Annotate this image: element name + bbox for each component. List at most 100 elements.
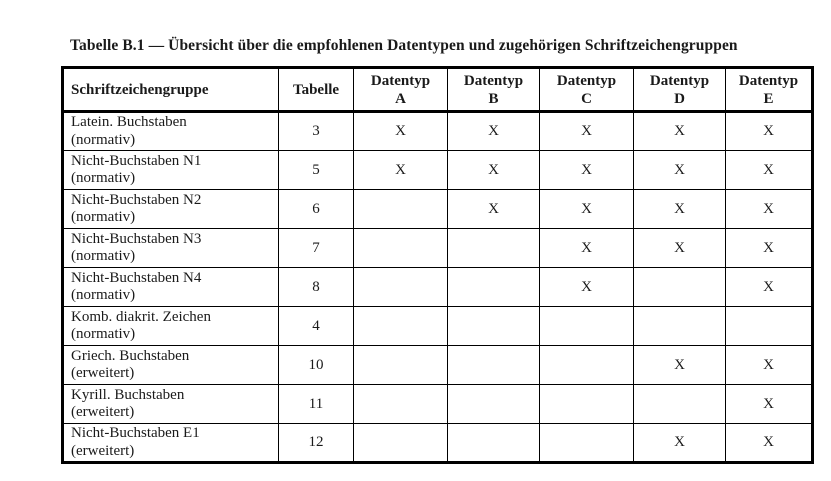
mark-cell-datentyp-c: X bbox=[539, 150, 634, 190]
mark-cell-datentyp-e: X bbox=[725, 228, 813, 268]
mark-cell-datentyp-b bbox=[447, 423, 540, 463]
table-row: Griech. Buchstaben (erweitert) 10 X X bbox=[62, 345, 813, 385]
column-header-datentyp-a: Datentyp A bbox=[353, 67, 448, 113]
schriftzeichengruppe-cell: Kyrill. Buchstaben (erweitert) bbox=[62, 384, 279, 424]
mark-cell-datentyp-d: X bbox=[633, 150, 726, 190]
mark-cell-datentyp-c: X bbox=[539, 267, 634, 307]
mark-cell-datentyp-c bbox=[539, 423, 634, 463]
datentypen-table: Schriftzeichengruppe Tabelle Datentyp A Date… bbox=[61, 66, 814, 464]
group-qualifier: (normativ) bbox=[71, 326, 136, 342]
column-header-datentyp-c: Datentyp C bbox=[539, 67, 634, 113]
mark-cell-datentyp-d bbox=[633, 306, 726, 346]
column-header-datentyp-d: Datentyp D bbox=[633, 67, 726, 113]
column-header-datentyp-b: Datentyp B bbox=[447, 67, 540, 113]
table-row: Komb. diakrit. Zeichen (normativ) 4 bbox=[62, 306, 813, 346]
tabelle-number-cell: 3 bbox=[278, 111, 354, 151]
tabelle-number-cell: 11 bbox=[278, 384, 354, 424]
mark-cell-datentyp-b bbox=[447, 267, 540, 307]
tabelle-number-cell: 8 bbox=[278, 267, 354, 307]
mark-cell-datentyp-b: X bbox=[447, 189, 540, 229]
table-row: Latein. Buchstaben (normativ) 3 X X X X X bbox=[62, 111, 813, 151]
mark-cell-datentyp-c: X bbox=[539, 189, 634, 229]
mark-cell-datentyp-d: X bbox=[633, 228, 726, 268]
column-header-tabelle: Tabelle bbox=[278, 67, 354, 113]
table-row: Nicht-Buchstaben N2 (normativ) 6 X X X X bbox=[62, 189, 813, 229]
group-name: Kyrill. Buchstaben bbox=[71, 386, 185, 403]
table-row: Nicht-Buchstaben E1 (erweitert) 12 X X bbox=[62, 423, 813, 463]
mark-cell-datentyp-b: X bbox=[447, 150, 540, 190]
tabelle-number-cell: 4 bbox=[278, 306, 354, 346]
mark-cell-datentyp-c: X bbox=[539, 228, 634, 268]
table-row: Nicht-Buchstaben N3 (normativ) 7 X X X bbox=[62, 228, 813, 268]
mark-cell-datentyp-e: X bbox=[725, 189, 813, 229]
table-row: Kyrill. Buchstaben (erweitert) 11 X bbox=[62, 384, 813, 424]
schriftzeichengruppe-cell: Nicht-Buchstaben N2 (normativ) bbox=[62, 189, 279, 229]
tabelle-number-cell: 10 bbox=[278, 345, 354, 385]
mark-cell-datentyp-c: X bbox=[539, 111, 634, 151]
mark-cell-datentyp-a bbox=[353, 384, 448, 424]
group-name: Nicht-Buchstaben N1 bbox=[71, 152, 202, 169]
mark-cell-datentyp-e: X bbox=[725, 267, 813, 307]
mark-cell-datentyp-a bbox=[353, 189, 448, 229]
column-header-datentyp-e: Datentyp E bbox=[725, 67, 813, 113]
table-header-row: Schriftzeichengruppe Tabelle Datentyp A Date… bbox=[62, 67, 813, 113]
mark-cell-datentyp-c bbox=[539, 345, 634, 385]
group-qualifier: (normativ) bbox=[71, 287, 136, 303]
table-body: Latein. Buchstaben (normativ) 3 X X X X X Nicht-… bbox=[62, 111, 813, 463]
mark-cell-datentyp-a bbox=[353, 423, 448, 463]
mark-cell-datentyp-d bbox=[633, 384, 726, 424]
mark-cell-datentyp-b bbox=[447, 384, 540, 424]
tabelle-number-cell: 12 bbox=[278, 423, 354, 463]
group-qualifier: (normativ) bbox=[71, 131, 136, 148]
mark-cell-datentyp-d: X bbox=[633, 189, 726, 229]
mark-cell-datentyp-a bbox=[353, 345, 448, 385]
group-name: Nicht-Buchstaben N3 bbox=[71, 230, 202, 247]
group-qualifier: (normativ) bbox=[71, 248, 136, 264]
group-qualifier: (normativ) bbox=[71, 170, 136, 186]
mark-cell-datentyp-b bbox=[447, 228, 540, 268]
mark-cell-datentyp-e: X bbox=[725, 423, 813, 463]
mark-cell-datentyp-e: X bbox=[725, 111, 813, 151]
group-name: Nicht-Buchstaben E1 bbox=[71, 425, 200, 441]
mark-cell-datentyp-b bbox=[447, 345, 540, 385]
mark-cell-datentyp-c bbox=[539, 384, 634, 424]
mark-cell-datentyp-a: X bbox=[353, 150, 448, 190]
schriftzeichengruppe-cell: Griech. Buchstaben (erweitert) bbox=[62, 345, 279, 385]
mark-cell-datentyp-c bbox=[539, 306, 634, 346]
table-row: Nicht-Buchstaben N1 (normativ) 5 X X X X X bbox=[62, 150, 813, 190]
tabelle-number-cell: 5 bbox=[278, 150, 354, 190]
mark-cell-datentyp-b bbox=[447, 306, 540, 346]
schriftzeichengruppe-cell: Latein. Buchstaben (normativ) bbox=[62, 111, 279, 151]
mark-cell-datentyp-d: X bbox=[633, 423, 726, 463]
schriftzeichengruppe-cell: Nicht-Buchstaben N4 (normativ) bbox=[62, 267, 279, 307]
mark-cell-datentyp-e bbox=[725, 306, 813, 346]
mark-cell-datentyp-d bbox=[633, 267, 726, 307]
mark-cell-datentyp-a bbox=[353, 306, 448, 346]
schriftzeichengruppe-cell: Nicht-Buchstaben E1 (erweitert) bbox=[62, 423, 279, 463]
table-caption: Tabelle B.1 — Übersicht über die empfohl… bbox=[70, 37, 738, 54]
column-header-schriftzeichengruppe: Schriftzeichengruppe bbox=[62, 67, 279, 113]
group-name: Nicht-Buchstaben N2 bbox=[71, 191, 202, 208]
schriftzeichengruppe-cell: Komb. diakrit. Zeichen (normativ) bbox=[62, 306, 279, 346]
schriftzeichengruppe-cell: Nicht-Buchstaben N3 (normativ) bbox=[62, 228, 279, 268]
mark-cell-datentyp-e: X bbox=[725, 384, 813, 424]
group-name: Latein. Buchstaben bbox=[71, 114, 187, 130]
mark-cell-datentyp-a bbox=[353, 228, 448, 268]
tabelle-number-cell: 6 bbox=[278, 189, 354, 229]
mark-cell-datentyp-b: X bbox=[447, 111, 540, 151]
schriftzeichengruppe-cell: Nicht-Buchstaben N1 (normativ) bbox=[62, 150, 279, 190]
group-qualifier: (erweitert) bbox=[71, 442, 135, 459]
group-qualifier: (normativ) bbox=[71, 209, 136, 225]
tabelle-number-cell: 7 bbox=[278, 228, 354, 268]
mark-cell-datentyp-d: X bbox=[633, 345, 726, 385]
mark-cell-datentyp-e: X bbox=[725, 150, 813, 190]
group-qualifier: (erweitert) bbox=[71, 365, 135, 381]
mark-cell-datentyp-a bbox=[353, 267, 448, 307]
mark-cell-datentyp-d: X bbox=[633, 111, 726, 151]
group-name: Griech. Buchstaben bbox=[71, 347, 190, 364]
mark-cell-datentyp-a: X bbox=[353, 111, 448, 151]
group-name: Nicht-Buchstaben N4 bbox=[71, 269, 202, 286]
mark-cell-datentyp-e: X bbox=[725, 345, 813, 385]
group-qualifier: (erweitert) bbox=[71, 404, 135, 420]
